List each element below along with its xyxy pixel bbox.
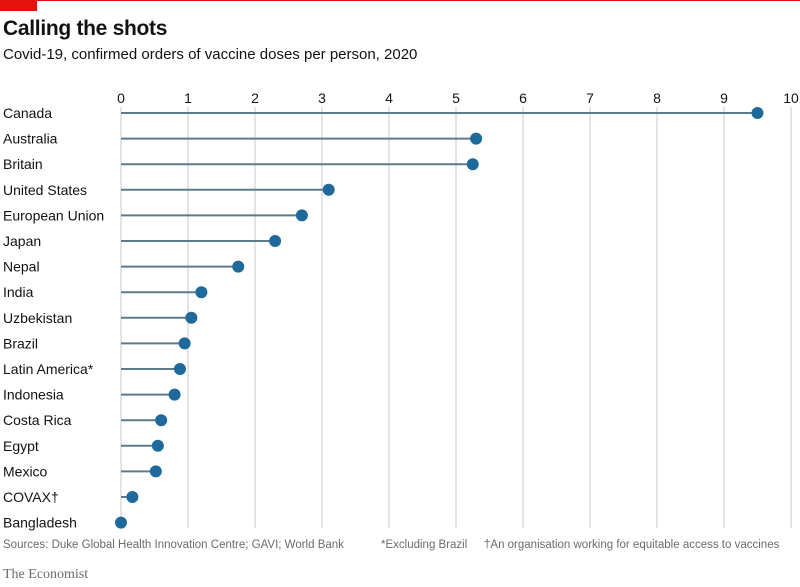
data-point: [178, 337, 191, 350]
x-tick-label: 1: [184, 90, 192, 106]
category-label: Japan: [3, 233, 41, 249]
x-tick-label: 7: [586, 90, 594, 106]
data-point: [115, 516, 127, 529]
data-point: [322, 183, 335, 196]
data-point: [149, 465, 162, 478]
category-label: Britain: [3, 156, 43, 172]
footnote-excluding-brazil: *Excluding Brazil: [381, 539, 468, 551]
brand-red-tab: [0, 0, 37, 11]
category-label: United States: [3, 182, 87, 198]
data-point: [151, 439, 164, 452]
category-label: COVAX†: [3, 489, 59, 505]
gridlines: [120, 107, 792, 528]
x-tick-label: 3: [318, 90, 326, 106]
data-point: [269, 235, 282, 247]
category-label: Bangladesh: [3, 515, 77, 531]
category-label: Australia: [3, 131, 58, 147]
x-tick-label: 4: [385, 90, 393, 106]
sources-note: Sources: Duke Global Health Innovation C…: [3, 539, 344, 551]
category-label: Mexico: [3, 463, 48, 479]
category-label: Costa Rica: [3, 412, 72, 428]
x-tick-label: 10: [783, 90, 799, 106]
category-label: Egypt: [3, 438, 39, 454]
x-axis-ticks: 0 1 2 3 4 5 6 7 8 9 10: [117, 90, 799, 106]
data-point: [155, 414, 168, 427]
x-tick-label: 8: [653, 90, 661, 106]
top-rule: [0, 0, 800, 1]
data-point: [295, 209, 308, 222]
category-label: Uzbekistan: [3, 310, 72, 326]
data-point: [185, 311, 198, 324]
chart-subtitle: Covid-19, confirmed orders of vaccine do…: [3, 46, 418, 63]
data-point: [470, 132, 483, 145]
data-point: [173, 363, 186, 375]
x-tick-label: 2: [251, 90, 259, 106]
data-point: [232, 260, 245, 273]
category-label: Canada: [3, 105, 52, 121]
publisher-logo: The Economist: [3, 567, 89, 582]
category-label: Indonesia: [3, 387, 64, 403]
chart-rows: Canada Australia Britain United States Europ…: [3, 105, 764, 531]
x-tick-label: 5: [452, 90, 460, 106]
chart-title: Calling the shots: [3, 17, 168, 40]
data-point: [126, 491, 139, 503]
category-label: Latin America*: [3, 361, 94, 377]
data-point: [751, 107, 764, 119]
x-tick-label: 0: [117, 90, 125, 106]
footnote-covax: †An organisation working for equitable a…: [484, 539, 780, 551]
data-point: [466, 158, 479, 171]
data-point: [168, 388, 181, 401]
data-point: [195, 286, 208, 299]
category-label: Brazil: [3, 335, 38, 351]
x-tick-label: 6: [519, 90, 527, 106]
category-label: Nepal: [3, 259, 40, 275]
category-label: European Union: [3, 207, 104, 223]
x-tick-label: 9: [720, 90, 728, 106]
category-label: India: [3, 284, 34, 300]
